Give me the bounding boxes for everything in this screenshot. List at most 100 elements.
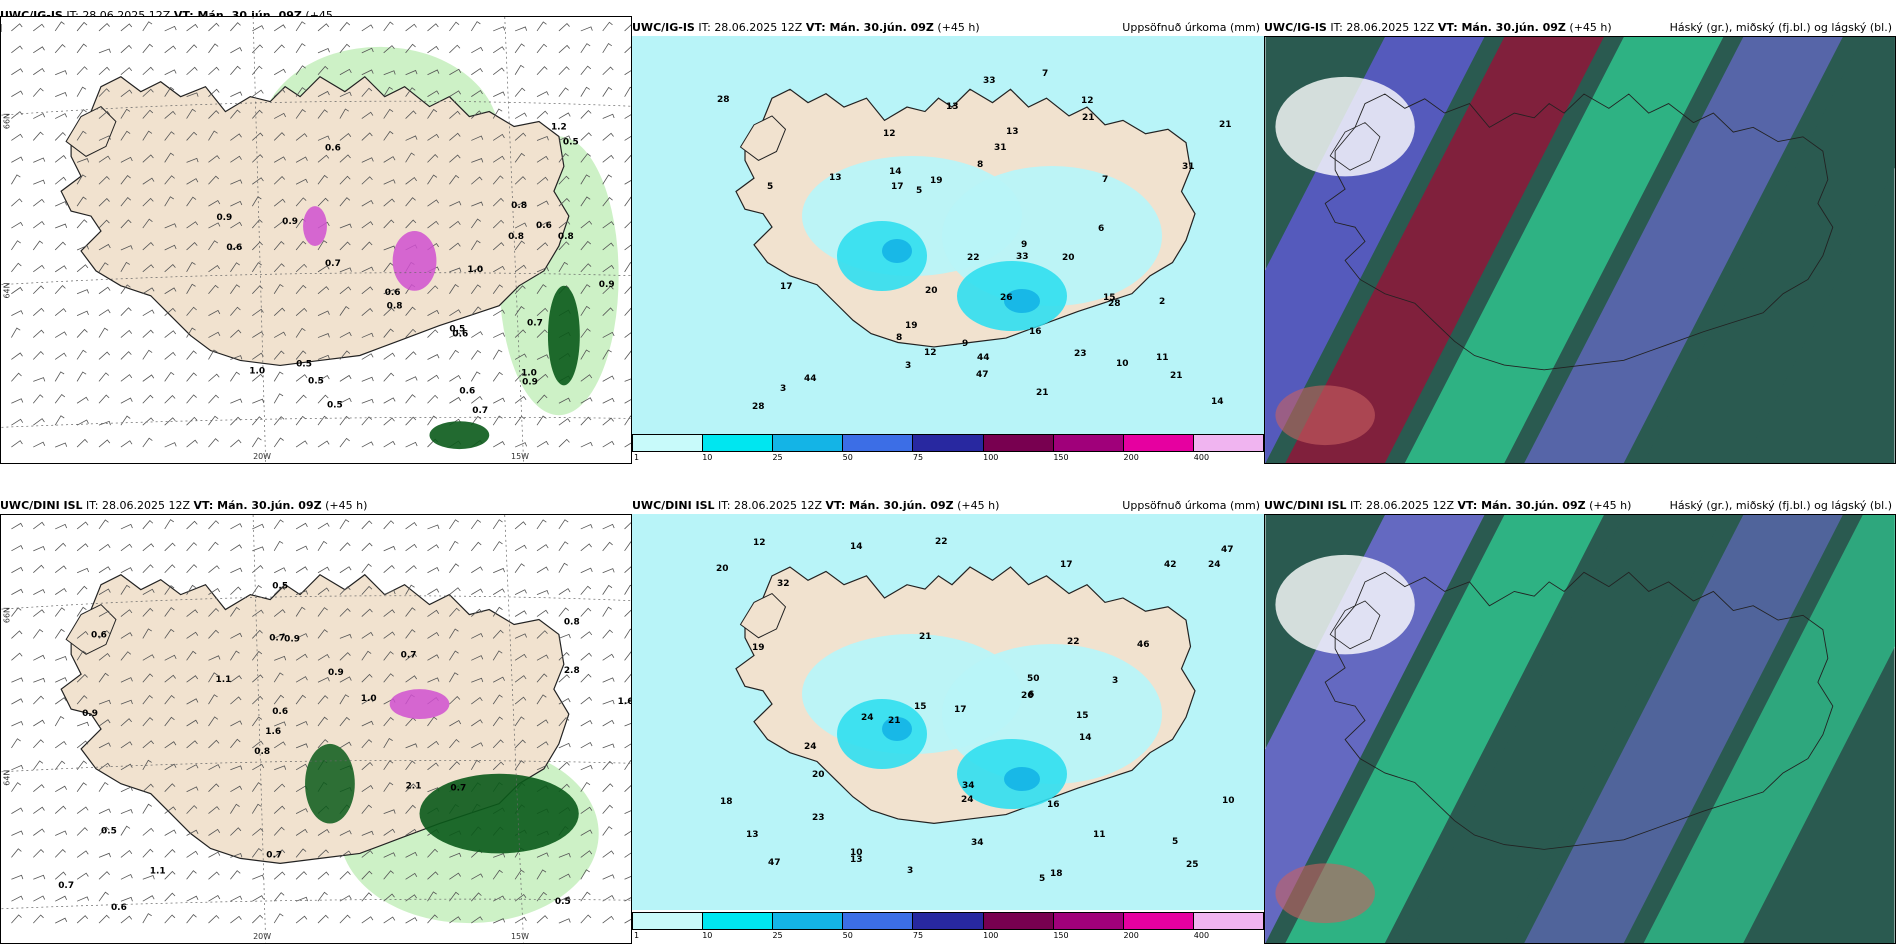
wind-barb: [602, 375, 615, 382]
wind-barb: [493, 309, 505, 317]
wind-barb: [142, 759, 152, 771]
wind-barb: [471, 266, 484, 273]
wind-barb: [580, 374, 593, 382]
wind-barb: [427, 374, 440, 382]
wind-barb: [602, 221, 615, 229]
wind-barb: [514, 285, 526, 295]
wind-barb: [186, 542, 198, 552]
wind-barb: [383, 738, 393, 749]
value-label: 13: [829, 173, 842, 183]
wind-barb: [208, 373, 220, 382]
wind-barb: [295, 676, 308, 683]
colorbar-tick-label: 100: [983, 453, 999, 462]
wind-barb: [492, 694, 503, 705]
wind-barb: [339, 267, 352, 273]
colorbar-segment: [703, 913, 774, 929]
wind-barb: [536, 200, 549, 207]
wind-barb: [11, 830, 24, 836]
wind-barb: [427, 23, 439, 32]
wind-barb: [471, 719, 483, 727]
wind-barb: [624, 286, 631, 295]
wind-barb: [339, 741, 352, 749]
wind-barb: [339, 306, 350, 316]
wind-barb: [164, 654, 177, 661]
value-label: 0.5: [327, 400, 343, 410]
wind-barb: [361, 132, 373, 141]
value-label: 0.7: [325, 259, 341, 269]
wind-barb: [580, 673, 592, 683]
wind-barb: [164, 110, 176, 119]
wind-barb: [471, 696, 483, 705]
wind-barb: [383, 108, 394, 119]
value-label: 32: [777, 579, 790, 589]
wind-barb: [624, 628, 631, 639]
wind-barb: [164, 716, 175, 727]
wind-barb: [98, 155, 111, 163]
wind-barb: [33, 564, 45, 574]
wind-barb: [208, 265, 220, 273]
wind-barb: [273, 871, 286, 880]
lead-time: (+45 h): [1585, 499, 1632, 512]
wind-barb: [624, 399, 631, 404]
wind-barb: [54, 848, 66, 858]
wind-barb: [580, 567, 593, 574]
wind-barb: [405, 828, 418, 836]
wind-barb: [493, 265, 505, 273]
wind-barb: [230, 398, 243, 404]
wind-barb: [142, 543, 155, 552]
wind-barb: [405, 219, 417, 229]
wind-barb: [186, 416, 198, 426]
wind-barb: [493, 332, 506, 338]
value-label: 12: [753, 538, 766, 548]
wind-barb: [186, 439, 198, 448]
value-label: 21: [1219, 120, 1232, 130]
wind-barb: [580, 132, 592, 141]
wind-barb: [120, 786, 133, 793]
value-label: 0.8: [564, 617, 580, 627]
wind-barb: [11, 440, 23, 448]
wind-barb: [76, 21, 88, 32]
colorbar-tick-label: 200: [1123, 453, 1139, 462]
wind-barb: [580, 174, 591, 185]
wind-barb: [427, 45, 439, 54]
colorbar-tick-label: 10: [702, 453, 713, 462]
wind-barb: [405, 376, 418, 382]
wind-barb: [427, 544, 439, 552]
wind-barb: [208, 349, 218, 360]
wind-barb: [11, 738, 21, 749]
wind-barb: [273, 263, 285, 273]
value-label: 28: [1108, 299, 1121, 309]
wind-barb: [186, 805, 198, 814]
wind-barb: [164, 175, 175, 185]
value-label: 0.6: [452, 330, 468, 340]
wind-barb: [76, 310, 89, 317]
wind-barb: [120, 67, 133, 76]
wind-barb: [33, 695, 45, 705]
wind-barb: [186, 131, 198, 141]
wind-barb: [76, 872, 89, 880]
wind-barb: [208, 222, 221, 229]
wind-barb: [361, 416, 373, 426]
wind-barb: [32, 131, 44, 141]
wind-barb: [361, 739, 373, 749]
wind-barb: [76, 760, 88, 771]
wind-barb: [514, 152, 526, 163]
wind-barb: [427, 609, 440, 617]
wind-barb: [405, 416, 417, 426]
wind-barb: [273, 672, 284, 683]
wind-barb: [98, 420, 111, 426]
wind-barb: [54, 132, 66, 141]
wind-barb: [449, 284, 459, 294]
wind-barb: [624, 196, 631, 207]
value-label: 0.5: [555, 897, 571, 907]
wind-barb: [208, 851, 221, 858]
value-label: 21: [1170, 371, 1183, 381]
wind-barb: [33, 521, 45, 530]
wind-barb: [339, 286, 352, 295]
wind-barb: [11, 418, 24, 426]
wind-barb: [383, 564, 395, 574]
wind-barb: [252, 177, 264, 185]
wind-barb: [339, 586, 351, 595]
wind-barb: [230, 439, 242, 448]
value-label: 1.6: [618, 697, 631, 707]
